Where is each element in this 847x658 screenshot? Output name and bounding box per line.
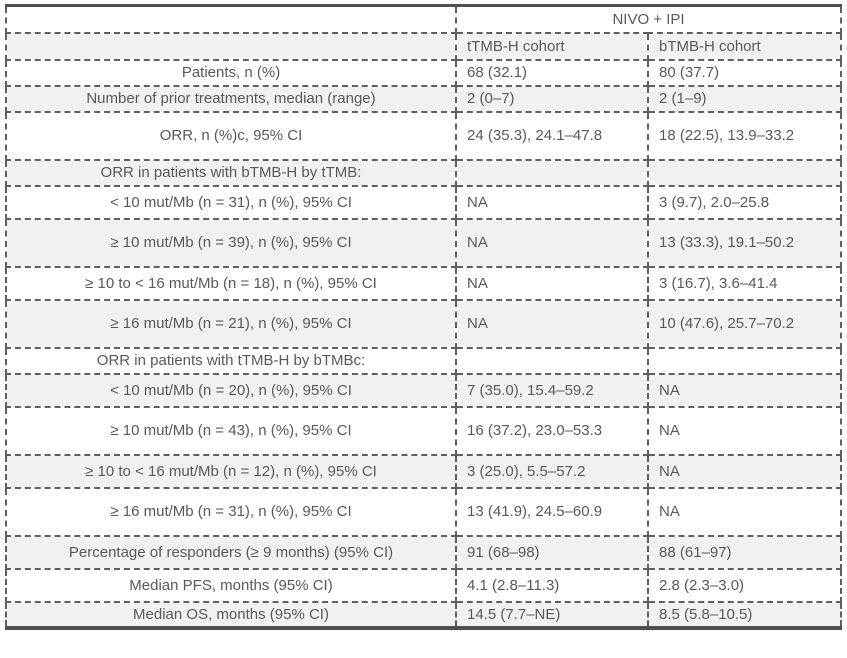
column-header-row: tTMB-H cohort bTMB-H cohort — [5, 31, 843, 61]
row-label: ORR, n (%)c, 95% CI — [5, 110, 457, 161]
cell-ttmb: 4.1 (2.8–11.3) — [455, 567, 649, 603]
cell-btmb: 13 (33.3), 19.1–50.2 — [646, 217, 843, 268]
row-label: ≥ 10 mut/Mb (n = 43), n (%), 95% CI — [5, 405, 457, 456]
section-header-row: ORR in patients with bTMB-H by tTMB: — [5, 158, 843, 187]
row-label: Median PFS, months (95% CI) — [5, 567, 457, 603]
cell-ttmb: 2 (0–7) — [455, 84, 649, 113]
cell-ttmb: NA — [455, 298, 649, 349]
col-header-ttmb: tTMB-H cohort — [455, 31, 649, 61]
empty-corner-cell — [5, 4, 457, 34]
table-row: ORR, n (%)c, 95% CI 24 (35.3), 24.1–47.8… — [5, 110, 843, 161]
section-label: ORR in patients with bTMB-H by tTMB: — [5, 158, 457, 187]
cell-btmb: NA — [646, 486, 843, 537]
cell-ttmb: NA — [455, 217, 649, 268]
row-label: < 10 mut/Mb (n = 31), n (%), 95% CI — [5, 184, 457, 220]
table-row: ≥ 10 mut/Mb (n = 43), n (%), 95% CI 16 (… — [5, 405, 843, 456]
cell-btmb: 2 (1–9) — [646, 84, 843, 113]
row-label: Number of prior treatments, median (rang… — [5, 84, 457, 113]
cell-btmb: 18 (22.5), 13.9–33.2 — [646, 110, 843, 161]
table-row: ≥ 16 mut/Mb (n = 21), n (%), 95% CI NA 1… — [5, 298, 843, 349]
cell-btmb: NA — [646, 405, 843, 456]
table-row: Percentage of responders (≥ 9 months) (9… — [5, 534, 843, 570]
cell-ttmb — [455, 158, 649, 187]
table-row: < 10 mut/Mb (n = 31), n (%), 95% CI NA 3… — [5, 184, 843, 220]
col-header-btmb: bTMB-H cohort — [646, 31, 843, 61]
cell-ttmb: 16 (37.2), 23.0–53.3 — [455, 405, 649, 456]
row-label: Patients, n (%) — [5, 58, 457, 87]
table-row: Median PFS, months (95% CI) 4.1 (2.8–11.… — [5, 567, 843, 603]
row-label: Percentage of responders (≥ 9 months) (9… — [5, 534, 457, 570]
cell-btmb: NA — [646, 453, 843, 489]
table-row: Median OS, months (95% CI) 14.5 (7.7–NE)… — [5, 600, 843, 629]
cell-btmb: 88 (61–97) — [646, 534, 843, 570]
section-header-row: ORR in patients with tTMB-H by bTMBc: — [5, 346, 843, 375]
row-label: Median OS, months (95% CI) — [5, 600, 457, 629]
cell-ttmb: 91 (68–98) — [455, 534, 649, 570]
cell-btmb: 8.5 (5.8–10.5) — [646, 600, 843, 629]
row-label: ≥ 16 mut/Mb (n = 31), n (%), 95% CI — [5, 486, 457, 537]
cell-ttmb: 14.5 (7.7–NE) — [455, 600, 649, 629]
cell-btmb: 10 (47.6), 25.7–70.2 — [646, 298, 843, 349]
row-label: ≥ 10 to < 16 mut/Mb (n = 12), n (%), 95%… — [5, 453, 457, 489]
group-header-cell: NIVO + IPI — [454, 4, 843, 34]
row-label: ≥ 10 to < 16 mut/Mb (n = 18), n (%), 95%… — [5, 265, 457, 301]
cell-ttmb: 7 (35.0), 15.4–59.2 — [455, 372, 649, 408]
table-row: ≥ 16 mut/Mb (n = 31), n (%), 95% CI 13 (… — [5, 486, 843, 537]
cell-btmb: 3 (16.7), 3.6–41.4 — [646, 265, 843, 301]
table-row: Number of prior treatments, median (rang… — [5, 84, 843, 113]
table-row: ≥ 10 to < 16 mut/Mb (n = 12), n (%), 95%… — [5, 453, 843, 489]
cell-ttmb: 3 (25.0), 5.5–57.2 — [455, 453, 649, 489]
cell-btmb — [646, 346, 843, 375]
table-row: < 10 mut/Mb (n = 20), n (%), 95% CI 7 (3… — [5, 372, 843, 408]
cell-btmb: 3 (9.7), 2.0–25.8 — [646, 184, 843, 220]
cell-ttmb: NA — [455, 265, 649, 301]
cell-btmb: 80 (37.7) — [646, 58, 843, 87]
section-label: ORR in patients with tTMB-H by bTMBc: — [5, 346, 457, 375]
cell-ttmb: 13 (41.9), 24.5–60.9 — [455, 486, 649, 537]
cell-ttmb: 68 (32.1) — [455, 58, 649, 87]
cell-btmb — [646, 158, 843, 187]
empty-header-cell — [5, 31, 457, 61]
results-table-container: NIVO + IPI tTMB-H cohort bTMB-H cohort P… — [5, 4, 843, 630]
table-row: ≥ 10 to < 16 mut/Mb (n = 18), n (%), 95%… — [5, 265, 843, 301]
row-label: ≥ 16 mut/Mb (n = 21), n (%), 95% CI — [5, 298, 457, 349]
cell-ttmb: 24 (35.3), 24.1–47.8 — [455, 110, 649, 161]
row-label: < 10 mut/Mb (n = 20), n (%), 95% CI — [5, 372, 457, 408]
table-row: Patients, n (%) 68 (32.1) 80 (37.7) — [5, 58, 843, 87]
cell-btmb: 2.8 (2.3–3.0) — [646, 567, 843, 603]
cell-ttmb — [455, 346, 649, 375]
group-header-row: NIVO + IPI — [5, 4, 843, 34]
cell-ttmb: NA — [455, 184, 649, 220]
results-table: NIVO + IPI tTMB-H cohort bTMB-H cohort P… — [5, 4, 843, 630]
table-row: ≥ 10 mut/Mb (n = 39), n (%), 95% CI NA 1… — [5, 217, 843, 268]
row-label: ≥ 10 mut/Mb (n = 39), n (%), 95% CI — [5, 217, 457, 268]
cell-btmb: NA — [646, 372, 843, 408]
